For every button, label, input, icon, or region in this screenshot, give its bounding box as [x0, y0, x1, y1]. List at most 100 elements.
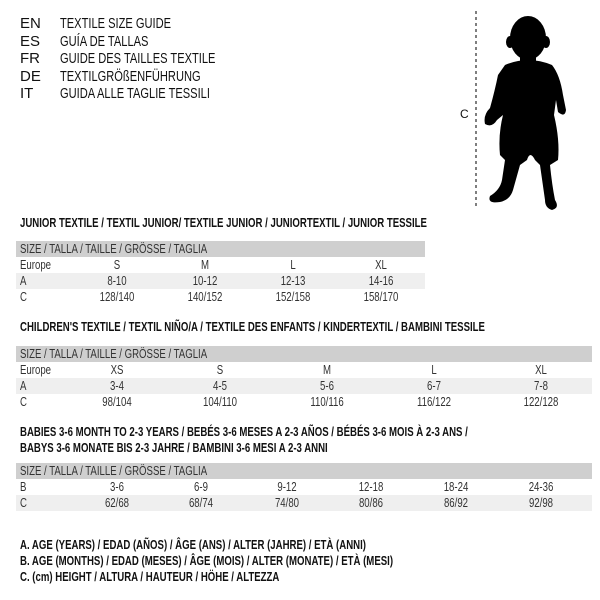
cell-value: 5-6: [320, 378, 334, 393]
table-cell: 122/128: [518, 394, 565, 410]
children-size-table: SIZE / TALLA / TAILLE / GRÖSSE / TAGLIA E…: [16, 346, 592, 410]
table-cell: 6-7: [425, 378, 444, 394]
row-label-text: Europe: [20, 362, 52, 377]
cell-value: 8-10: [107, 273, 127, 288]
guide-title: TEXTILGRÖßENFÜHRUNG: [60, 67, 201, 85]
table-cell: 152/158: [270, 289, 317, 305]
table-cell: XS: [108, 362, 125, 378]
cell-value: 140/152: [187, 289, 223, 304]
row-label: C: [20, 394, 29, 410]
cell-value: 7-8: [534, 378, 548, 393]
table-cell: 116/122: [411, 394, 457, 410]
cell-value: 74/80: [274, 495, 300, 510]
table-cell: M: [322, 362, 333, 378]
cell-value: 128/140: [99, 289, 135, 304]
cell-value: 12-13: [280, 273, 306, 288]
table-cell: 14-16: [364, 273, 397, 289]
table-cell: S: [216, 362, 225, 378]
cell-value: 14-16: [368, 273, 394, 288]
guide-title: GUÍA DE TALLAS: [60, 32, 149, 50]
table-cell: 92/98: [525, 495, 558, 511]
size-header-label: SIZE / TALLA / TAILLE / GRÖSSE / TAGLIA: [20, 346, 208, 361]
cell-value: XL: [375, 257, 387, 272]
table-cell: M: [200, 257, 211, 273]
language-codes: EN ES FR DE IT: [20, 15, 41, 103]
cell-value: XL: [535, 362, 547, 377]
lang-code: FR: [20, 50, 40, 67]
cell-value: 18-24: [443, 479, 469, 494]
babies-size-table: SIZE / TALLA / TAILLE / GRÖSSE / TAGLIA B…: [16, 463, 592, 511]
cell-value: 98/104: [102, 394, 132, 409]
cell-value: 3-4: [110, 378, 124, 393]
size-header-label: SIZE / TALLA / TAILLE / GRÖSSE / TAGLIA: [20, 241, 208, 256]
lang-code: ES: [20, 32, 41, 50]
cell-value: 9-12: [277, 479, 297, 494]
cell-value: 10-12: [192, 273, 218, 288]
table-row: C 128/140 140/152 152/158 158/170: [16, 289, 425, 305]
table-cell: XL: [373, 257, 389, 273]
table-cell: 8-10: [104, 273, 130, 289]
cell-value: S: [113, 257, 121, 272]
table-cell: 140/152: [182, 289, 229, 305]
table-row: B 3-6 6-9 9-12 12-18 18-24 24-36: [16, 479, 592, 495]
cell-value: 110/116: [310, 394, 344, 409]
table-row: Europe S M L XL: [16, 257, 425, 273]
table-cell: 6-9: [192, 479, 211, 495]
table-row: A 8-10 10-12 12-13 14-16: [16, 273, 425, 289]
row-label-text: C: [20, 495, 27, 510]
baby-silhouette-icon: [475, 11, 566, 210]
cell-value: 6-9: [194, 479, 208, 494]
table-cell: 128/140: [94, 289, 141, 305]
babies-table-title-2: BABYS 3-6 MONATE BIS 2-3 JAHRE / BAMBINI…: [20, 440, 328, 455]
table-cell: 18-24: [439, 479, 472, 495]
row-label: A: [20, 378, 29, 394]
cell-value: 62/68: [104, 495, 130, 510]
cell-value: 68/74: [188, 495, 214, 510]
table-cell: 158/170: [358, 289, 405, 305]
table-row: C 62/68 68/74 74/80 80/86 86/92 92/98: [16, 495, 592, 511]
table-row: C 98/104 104/110 110/116 116/122 122/128: [16, 394, 592, 410]
row-label-text: C: [20, 394, 27, 409]
table-cell: 10-12: [188, 273, 221, 289]
table-cell: 86/92: [440, 495, 473, 511]
table-cell: 7-8: [532, 378, 551, 394]
table-cell: 12-18: [354, 479, 387, 495]
row-label: Europe: [20, 362, 62, 378]
cell-value: 12-18: [358, 479, 384, 494]
table-cell: 9-12: [274, 479, 300, 495]
table-cell: 4-5: [211, 378, 230, 394]
table-cell: S: [113, 257, 122, 273]
table-cell: 104/110: [197, 394, 243, 410]
cell-value: M: [322, 362, 332, 377]
table-cell: XL: [533, 362, 549, 378]
lang-code: EN: [20, 15, 41, 32]
cell-value: 86/92: [443, 495, 469, 510]
row-label: C: [20, 495, 29, 511]
cell-value: 122/128: [523, 394, 559, 409]
table-cell: 110/116: [304, 394, 349, 410]
table-cell: 68/74: [185, 495, 218, 511]
cell-value: 4-5: [213, 378, 227, 393]
size-header-label: SIZE / TALLA / TAILLE / GRÖSSE / TAGLIA: [20, 463, 208, 478]
height-measure-label: C: [460, 107, 469, 121]
cell-value: 104/110: [202, 394, 238, 409]
cell-value: 158/170: [363, 289, 399, 304]
row-label-text: B: [20, 479, 27, 494]
table-cell: 12-13: [276, 273, 309, 289]
row-label-text: Europe: [20, 257, 52, 272]
size-header-row: SIZE / TALLA / TAILLE / GRÖSSE / TAGLIA: [16, 463, 592, 479]
table-cell: 74/80: [271, 495, 304, 511]
cell-value: L: [290, 257, 296, 272]
children-table-title: CHILDREN'S TEXTILE / TEXTIL NIÑO/A / TEX…: [20, 319, 485, 334]
cell-value: 24-36: [528, 479, 554, 494]
row-label-text: A: [20, 378, 27, 393]
cell-value: XS: [110, 362, 124, 377]
legend-item-a: A. AGE (YEARS) / EDAD (AÑOS) / ÂGE (ANS)…: [20, 537, 366, 552]
legend: A. AGE (YEARS) / EDAD (AÑOS) / ÂGE (ANS)…: [20, 537, 524, 585]
babies-table-title: BABIES 3-6 MONTH TO 2-3 YEARS / BEBÉS 3-…: [20, 424, 468, 439]
guide-title: GUIDE DES TAILLES TEXTILE: [60, 50, 216, 67]
lang-code: IT: [20, 85, 34, 102]
table-row: A 3-4 4-5 5-6 6-7 7-8: [16, 378, 592, 394]
size-header-row: SIZE / TALLA / TAILLE / GRÖSSE / TAGLIA: [16, 346, 592, 362]
cell-value: 6-7: [427, 378, 441, 393]
